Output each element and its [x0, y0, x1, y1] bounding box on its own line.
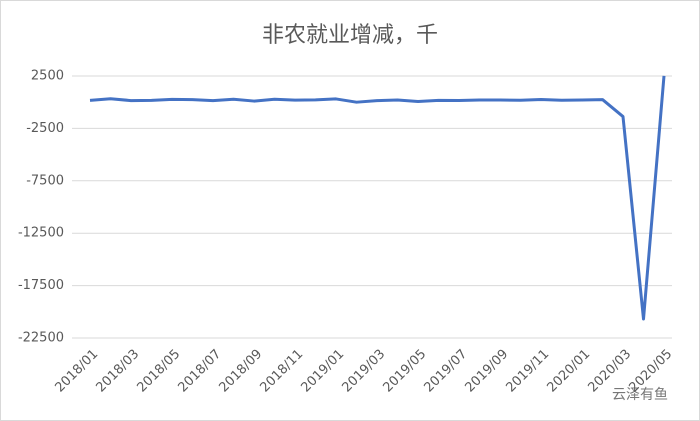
y-tick-label: 2500: [31, 69, 64, 84]
y-tick-label: -17500: [18, 278, 64, 293]
watermark: 云泽有鱼: [612, 386, 668, 403]
y-tick-label: -12500: [18, 226, 64, 241]
y-tick-label: -2500: [26, 121, 64, 136]
y-tick-label: -22500: [18, 331, 64, 346]
data-line: [89, 75, 666, 321]
chart-title: 非农就业增减，千: [262, 23, 438, 48]
y-tick-label: -7500: [26, 173, 64, 188]
